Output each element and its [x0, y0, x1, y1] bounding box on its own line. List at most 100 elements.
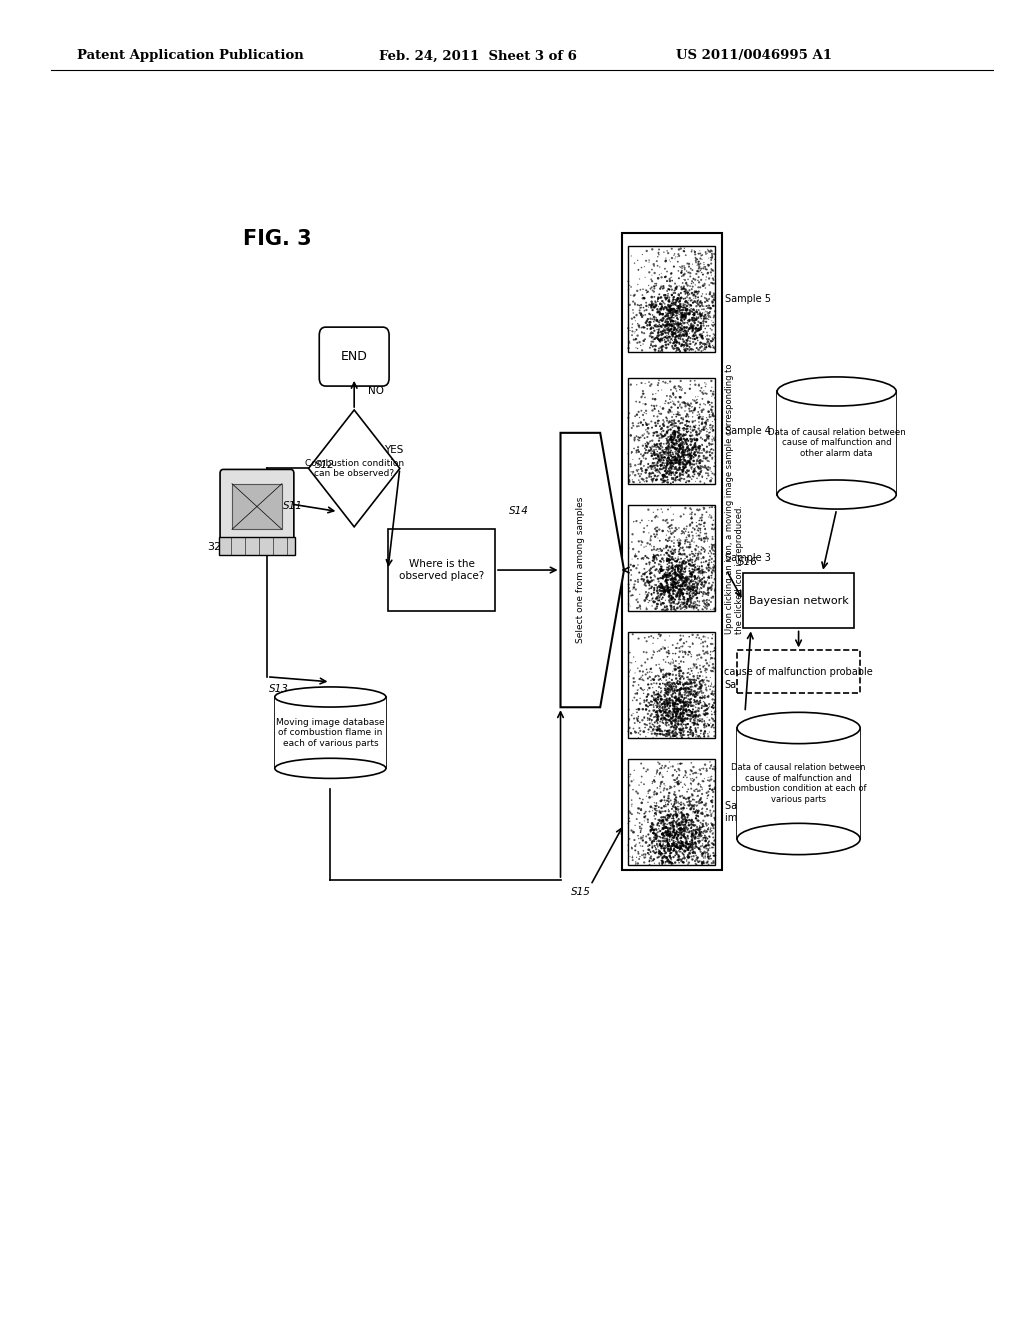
Point	[699, 818, 716, 840]
Point	[673, 709, 689, 730]
Point	[678, 597, 694, 618]
Point	[643, 463, 659, 484]
Point	[665, 818, 681, 840]
Point	[694, 244, 711, 265]
Point	[670, 401, 686, 422]
Point	[682, 696, 698, 717]
Point	[706, 698, 722, 719]
Point	[667, 550, 683, 572]
Point	[698, 814, 715, 836]
Point	[684, 669, 700, 690]
Point	[629, 708, 645, 729]
Point	[667, 424, 683, 445]
Point	[646, 396, 663, 417]
Point	[686, 709, 702, 730]
Point	[680, 694, 696, 715]
Point	[670, 313, 686, 334]
Point	[651, 640, 668, 661]
Point	[664, 306, 680, 327]
Point	[672, 785, 688, 807]
Point	[628, 544, 644, 565]
Point	[687, 429, 703, 450]
Point	[668, 416, 684, 437]
Point	[705, 587, 721, 609]
Point	[676, 550, 692, 572]
Point	[670, 404, 686, 425]
Point	[646, 853, 663, 874]
Point	[700, 714, 717, 735]
Point	[662, 701, 678, 722]
Point	[663, 593, 679, 614]
Point	[696, 273, 713, 294]
Point	[685, 420, 701, 441]
Point	[674, 564, 690, 585]
Point	[703, 672, 720, 693]
Point	[644, 469, 660, 490]
Point	[642, 841, 658, 862]
Point	[695, 704, 712, 725]
Point	[670, 694, 686, 715]
Point	[696, 714, 713, 735]
Point	[683, 317, 699, 338]
Point	[662, 300, 678, 321]
Point	[666, 651, 682, 672]
Point	[657, 723, 674, 744]
Point	[683, 506, 699, 527]
Point	[667, 540, 683, 561]
Point	[706, 282, 722, 304]
Point	[676, 288, 692, 309]
Point	[671, 840, 687, 861]
Point	[662, 290, 678, 312]
Point	[689, 425, 706, 446]
Point	[671, 304, 687, 325]
Point	[692, 313, 709, 334]
Point	[681, 451, 697, 473]
Point	[668, 690, 684, 711]
Point	[700, 425, 717, 446]
Point	[665, 437, 681, 458]
Point	[676, 544, 692, 565]
Point	[633, 451, 649, 473]
Point	[692, 655, 709, 676]
Point	[697, 696, 714, 717]
Text: Sample2: Sample2	[725, 680, 768, 690]
Point	[682, 290, 698, 312]
Point	[671, 339, 687, 360]
Point	[684, 531, 700, 552]
Point	[699, 704, 716, 725]
Point	[662, 411, 678, 432]
Point	[686, 566, 702, 587]
Point	[705, 411, 721, 432]
Point	[643, 438, 659, 459]
Point	[681, 441, 697, 462]
Point	[692, 775, 709, 796]
Point	[690, 253, 707, 275]
Point	[695, 256, 712, 277]
Point	[638, 576, 654, 597]
Point	[687, 341, 703, 362]
Point	[650, 329, 667, 350]
Point	[632, 598, 648, 619]
Point	[673, 310, 689, 331]
Point	[672, 665, 688, 686]
Point	[644, 570, 660, 591]
Point	[684, 828, 700, 849]
Point	[649, 582, 666, 603]
Point	[668, 334, 684, 355]
Point	[705, 694, 721, 715]
Point	[653, 708, 670, 729]
Point	[667, 693, 683, 714]
Point	[687, 374, 703, 395]
Point	[647, 766, 664, 787]
Point	[659, 693, 676, 714]
Point	[683, 273, 699, 294]
Point	[635, 698, 651, 719]
Point	[621, 665, 637, 686]
Point	[657, 326, 674, 347]
Point	[646, 549, 663, 570]
Point	[683, 564, 699, 585]
Point	[676, 417, 692, 438]
Point	[659, 437, 676, 458]
Point	[696, 512, 713, 533]
Point	[651, 698, 668, 719]
